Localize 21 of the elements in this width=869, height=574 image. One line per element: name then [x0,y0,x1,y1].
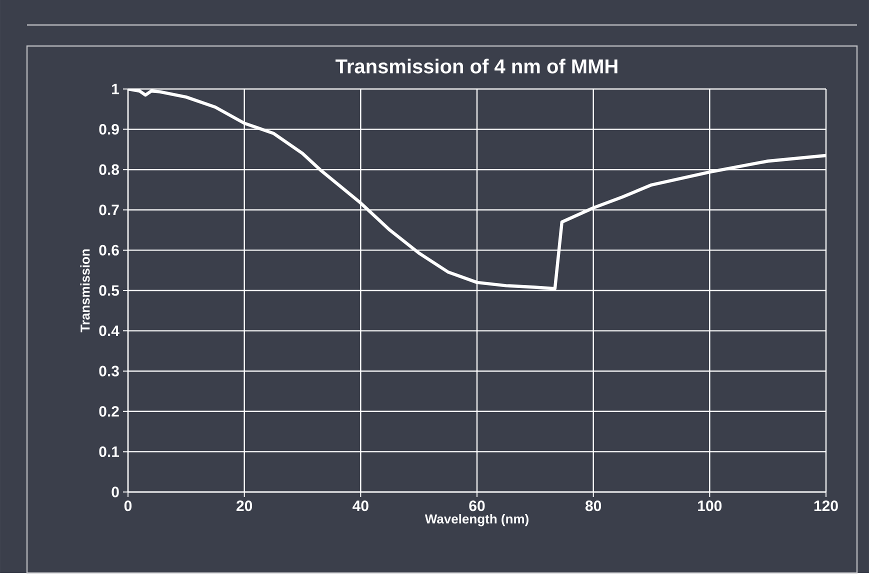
y-tick-label: 0.4 [99,326,120,336]
y-tick-label: 1 [112,84,120,94]
y-tick-label: 0 [112,486,119,498]
y-tick-label: 0.1 [99,446,120,458]
x-tick-label: 120 [814,500,838,512]
y-tick-label: 0.2 [99,406,119,417]
y-tick-label: 0.5 [99,285,120,296]
y-tick-label: 0.3 [99,366,119,377]
x-tick-label: 0 [124,500,132,512]
x-tick-label: 80 [585,500,602,512]
y-tick-label: 0.7 [99,204,119,216]
x-axis-title: Wavelength (nm) [424,514,528,526]
y-tick-label: 0.8 [99,164,120,176]
x-tick-label: 60 [469,500,485,512]
chart-title: Transmission of 4 nm of MMH [336,58,618,74]
x-tick-label: 20 [236,500,252,512]
x-tick-label: 40 [352,500,368,512]
y-axis-title: Transmission [80,250,90,332]
x-tick-label: 100 [698,500,722,512]
y-tick-label: 0.9 [99,124,119,135]
y-tick-label: 0.6 [99,245,119,256]
